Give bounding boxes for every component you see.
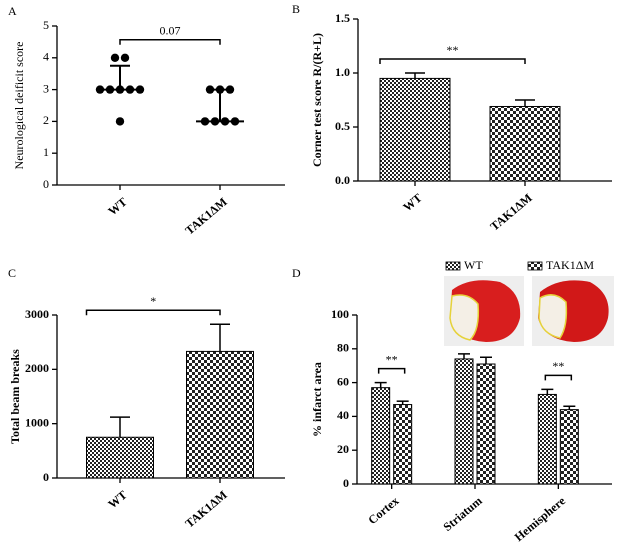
data-point <box>110 53 120 62</box>
bar <box>489 105 561 182</box>
y-tick-label: 0 <box>343 476 349 490</box>
significance-bracket <box>377 367 406 374</box>
y-tick-label: 1.5 <box>335 11 350 25</box>
legend-swatch <box>527 261 543 271</box>
y-tick-label: 3000 <box>25 307 49 321</box>
y-tick-label: 2 <box>43 113 49 127</box>
brain-image <box>532 276 614 346</box>
bar <box>86 436 154 479</box>
bar <box>186 350 254 479</box>
y-tick-label: 0.0 <box>335 173 350 187</box>
x-tick-label: Cortex <box>365 494 401 527</box>
y-tick-label: 40 <box>337 408 349 422</box>
bar <box>393 404 413 485</box>
panel-letter: B <box>292 2 300 16</box>
y-tick-label: 4 <box>43 50 49 64</box>
y-axis-label: Total beam breaks <box>8 349 22 444</box>
x-tick-label: WT <box>400 191 424 215</box>
y-tick-label: 2000 <box>25 361 49 375</box>
y-tick-label: 20 <box>337 442 349 456</box>
bar <box>379 77 451 182</box>
data-point <box>115 117 125 126</box>
bar <box>454 358 474 485</box>
bar <box>559 409 579 485</box>
x-tick-label: TAK1ΔM <box>487 191 534 234</box>
y-tick-label: 5 <box>43 18 49 32</box>
significance-label: 0.07 <box>160 24 181 38</box>
legend-label: WT <box>464 258 483 272</box>
legend-swatch <box>445 261 461 271</box>
significance-label: ** <box>386 352 398 366</box>
y-axis-label: Corner test score R/(R+L) <box>310 33 324 167</box>
bar <box>371 387 391 485</box>
y-tick-label: 0 <box>43 177 49 191</box>
significance-label: * <box>150 294 156 308</box>
panel-letter: C <box>8 266 16 280</box>
significance-bracket <box>379 58 526 64</box>
y-tick-label: 3 <box>43 81 49 95</box>
y-tick-label: 0 <box>43 470 49 484</box>
x-tick-label: WT <box>105 195 129 219</box>
y-axis-label: Neurological deificit score <box>12 42 26 170</box>
y-tick-label: 0.5 <box>335 119 350 133</box>
y-tick-label: 1000 <box>25 415 49 429</box>
x-tick-label: Hemisphere <box>512 493 569 544</box>
significance-label: ** <box>552 359 564 373</box>
significance-bracket <box>85 309 221 316</box>
significance-label: ** <box>447 43 459 57</box>
significance-bracket <box>119 39 221 45</box>
significance-bracket <box>544 374 573 381</box>
x-tick-label: Striatum <box>440 494 484 534</box>
panel-letter: D <box>292 266 301 280</box>
bar <box>537 393 557 485</box>
y-tick-label: 60 <box>337 374 349 388</box>
x-tick-label: WT <box>105 488 129 512</box>
y-tick-label: 80 <box>337 341 349 355</box>
y-tick-label: 1.0 <box>335 65 350 79</box>
bar <box>476 363 496 485</box>
y-tick-label: 100 <box>331 307 349 321</box>
data-point <box>120 53 130 62</box>
brain-image <box>444 276 524 346</box>
x-tick-label: TAK1ΔM <box>182 488 229 531</box>
y-tick-label: 1 <box>43 145 49 159</box>
y-axis-label: % infarct area <box>310 362 324 437</box>
panel-letter: A <box>8 4 17 18</box>
legend-label: TAK1ΔM <box>546 258 594 272</box>
x-tick-label: TAK1ΔM <box>182 195 229 238</box>
